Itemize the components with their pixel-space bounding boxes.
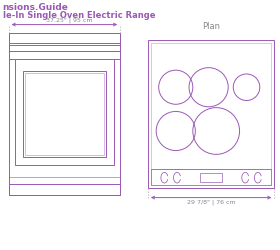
Bar xyxy=(23,71,106,158)
Bar xyxy=(9,184,120,194)
Text: nsions.Guide: nsions.Guide xyxy=(3,3,69,12)
Text: Plan: Plan xyxy=(202,22,220,30)
Bar xyxy=(9,32,120,42)
Text: le-In Single Oven Electric Range: le-In Single Oven Electric Range xyxy=(3,11,155,20)
Bar xyxy=(148,40,274,188)
Bar xyxy=(9,177,120,184)
Bar xyxy=(25,73,104,156)
Text: 37.25" | 95 cm: 37.25" | 95 cm xyxy=(46,17,93,22)
Bar xyxy=(15,59,114,166)
Bar xyxy=(9,51,120,59)
Bar xyxy=(151,168,271,185)
Bar xyxy=(151,44,271,185)
Text: 29 7/8" | 76 cm: 29 7/8" | 76 cm xyxy=(187,200,235,205)
Bar xyxy=(200,173,222,182)
Bar xyxy=(9,44,120,51)
Bar xyxy=(9,32,120,194)
